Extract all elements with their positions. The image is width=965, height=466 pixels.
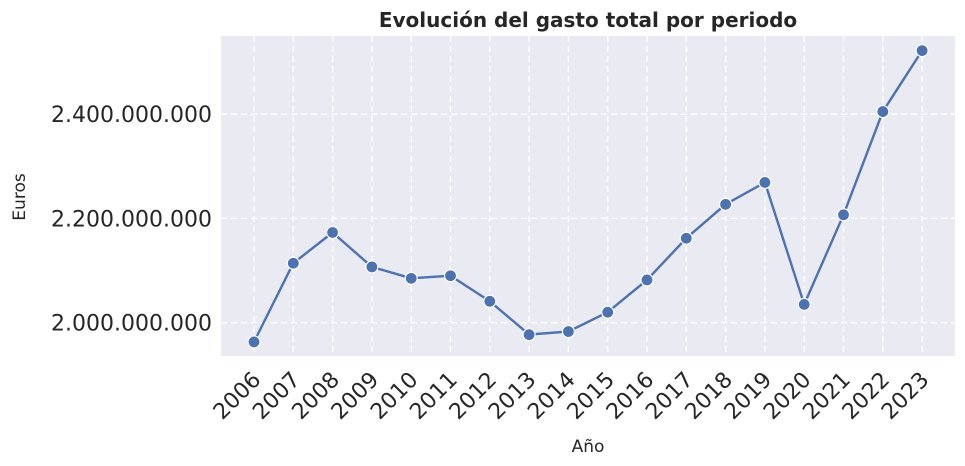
- data-point: [326, 225, 340, 240]
- y-tick-label: 2.200.000.000: [51, 207, 212, 232]
- y-tick-label: 2.000.000.000: [51, 312, 212, 337]
- data-point: [365, 260, 379, 274]
- data-point: [797, 297, 811, 312]
- data-point: [561, 324, 576, 339]
- data-point: [522, 328, 536, 342]
- data-point: [640, 273, 654, 287]
- data-point: [758, 175, 772, 190]
- data-point: [876, 104, 890, 119]
- data-point: [404, 271, 418, 285]
- x-ticks: 2006200720082009201020112012201320142015…: [209, 368, 934, 425]
- y-axis-label: Euros: [10, 173, 30, 221]
- series-line: [252, 49, 924, 344]
- data-point: [601, 305, 615, 319]
- data-point: [443, 269, 458, 283]
- x-axis-label: Año: [572, 437, 605, 457]
- data-point: [286, 256, 300, 270]
- data-point: [247, 335, 261, 349]
- data-point: [915, 43, 929, 58]
- data-point: [718, 197, 733, 211]
- plot-area: [221, 36, 955, 356]
- data-point: [836, 208, 851, 222]
- data-point: [679, 231, 693, 245]
- series-layer: [247, 43, 929, 349]
- data-point: [483, 294, 497, 308]
- y-ticks: 2.000.000.000 2.200.000.000 2.400.000.000: [51, 103, 212, 336]
- y-tick-label: 2.400.000.000: [51, 103, 212, 128]
- chart-title: Evolución del gasto total por periodo: [379, 8, 797, 32]
- grid: [221, 36, 955, 356]
